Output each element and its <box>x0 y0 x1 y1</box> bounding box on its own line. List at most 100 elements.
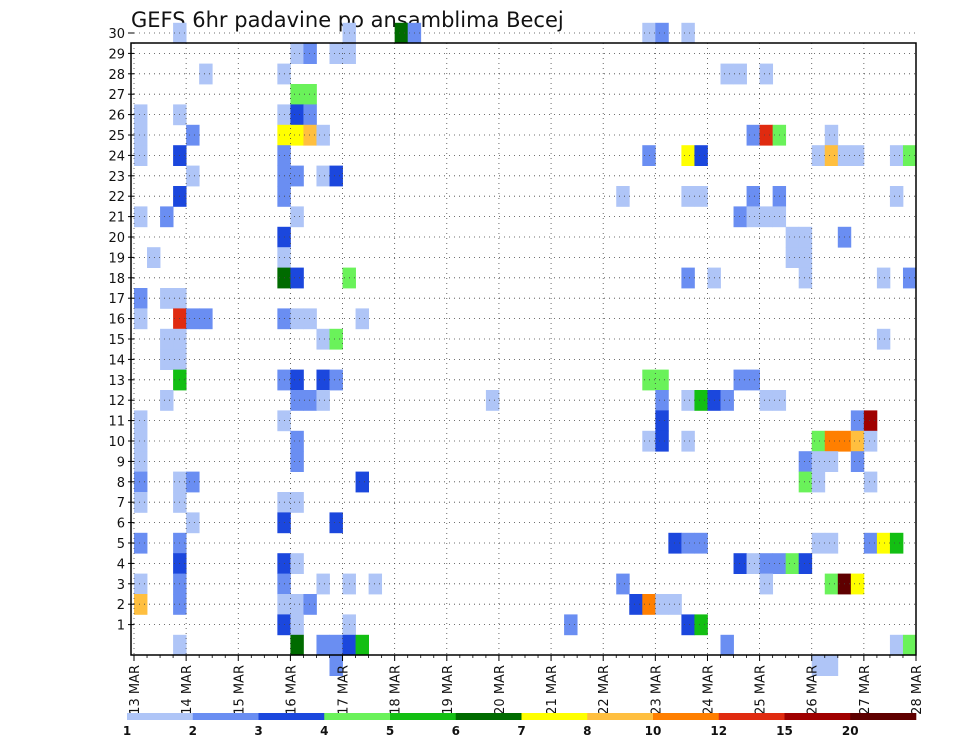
legend-label: 8 <box>583 724 591 738</box>
heatmap-cell <box>290 553 304 574</box>
heatmap-cell <box>759 124 774 146</box>
heatmap-cell <box>303 43 317 64</box>
heatmap-cell <box>798 247 813 268</box>
legend-swatch <box>653 713 720 720</box>
x-tick-label: 26 MAR <box>806 665 821 715</box>
heatmap-cell <box>134 451 148 472</box>
legend-swatch <box>258 713 325 720</box>
legend-label: 6 <box>452 724 460 738</box>
heatmap-cell <box>290 430 304 452</box>
heatmap-cell <box>303 390 317 411</box>
heatmap-cell <box>199 308 213 330</box>
heatmap-cell <box>160 206 174 228</box>
heatmap-cell <box>798 226 813 248</box>
heatmap-cell <box>368 573 383 595</box>
y-tick-label: 2 <box>117 598 125 613</box>
heatmap-cell <box>668 532 682 554</box>
heatmap-cell <box>290 308 304 330</box>
heatmap-cell <box>694 186 708 207</box>
x-tick-label: 23 MAR <box>649 665 664 715</box>
x-tick-label: 24 MAR <box>701 665 716 715</box>
x-tick-label: 28 MAR <box>910 665 925 715</box>
heatmap-cell <box>824 532 839 554</box>
legend-label: 3 <box>254 724 262 738</box>
heatmap-cell <box>186 308 200 330</box>
y-tick-label: 11 <box>108 415 125 430</box>
heatmap-cell <box>733 63 747 85</box>
heatmap-cell <box>290 614 304 636</box>
heatmap-cell <box>134 308 148 330</box>
heatmap-cell <box>798 553 813 574</box>
heatmap-cell <box>329 512 343 534</box>
heatmap-cell <box>746 553 760 574</box>
heatmap-cell <box>355 471 369 493</box>
heatmap-cell <box>316 124 330 146</box>
heatmap-cell <box>616 186 630 207</box>
heatmap-cell <box>681 267 695 289</box>
heatmap-cell <box>746 124 760 146</box>
heatmap-cell <box>134 104 148 126</box>
heatmap-cell <box>329 655 343 676</box>
heatmap-cell <box>316 328 330 350</box>
heatmap-cell <box>629 594 643 615</box>
legend-swatch <box>192 713 259 720</box>
heatmap-cell <box>134 410 148 432</box>
x-tick-label: 22 MAR <box>597 665 612 715</box>
heatmap-cell <box>850 573 865 595</box>
y-tick-label: 25 <box>108 129 125 144</box>
heatmap-cell <box>186 165 200 187</box>
heatmap-cell <box>811 145 826 166</box>
legend-label: 20 <box>842 724 859 738</box>
heatmap-cell <box>824 655 839 676</box>
heatmap-cell <box>811 655 826 676</box>
heatmap-cell <box>134 594 148 615</box>
heatmap-cell <box>850 430 865 452</box>
x-tick-label: 16 MAR <box>284 665 299 715</box>
y-tick-label: 26 <box>108 109 125 124</box>
x-tick-label: 17 MAR <box>337 665 352 715</box>
heatmap-cell <box>655 390 669 411</box>
heatmap-cell <box>316 165 330 187</box>
y-tick-label: 29 <box>108 47 125 62</box>
heatmap-cell <box>863 430 878 452</box>
heatmap-cell <box>798 267 813 289</box>
y-tick-label: 18 <box>108 272 125 287</box>
heatmap-cell <box>720 63 734 85</box>
heatmap-cell <box>668 594 682 615</box>
heatmap-cell <box>863 532 878 554</box>
legend-swatch <box>127 713 194 720</box>
heatmap-cell <box>160 390 174 411</box>
heatmap-cell <box>824 451 839 472</box>
heatmap-cell <box>134 492 148 513</box>
y-tick-label: 8 <box>117 476 125 491</box>
heatmap-cell <box>655 369 669 391</box>
heatmap-cell <box>655 410 669 432</box>
y-tick-label: 17 <box>108 292 125 307</box>
y-tick-label: 21 <box>108 211 125 226</box>
heatmap-cell <box>902 634 917 656</box>
legend-swatch <box>587 713 654 720</box>
heatmap-cell <box>329 328 343 350</box>
heatmap-cell <box>303 594 317 615</box>
legend-label: 5 <box>386 724 394 738</box>
y-tick-label: 23 <box>108 170 125 185</box>
heatmap-cell <box>564 614 578 636</box>
heatmap-cell <box>186 471 200 493</box>
heatmap-cell <box>134 532 148 554</box>
y-tick-label: 12 <box>108 394 125 409</box>
heatmap-cell <box>160 349 174 370</box>
legend-swatch <box>324 713 391 720</box>
heatmap-cell <box>681 22 695 44</box>
heatmap-cell <box>681 430 695 452</box>
heatmap-cell <box>811 471 826 493</box>
heatmap-cell <box>824 124 839 146</box>
heatmap-cell <box>694 145 708 166</box>
heatmap-cell <box>303 104 317 126</box>
heatmap-cell <box>316 369 330 391</box>
heatmap-cell <box>290 206 304 228</box>
heatmap-cell <box>681 532 695 554</box>
heatmap-cell <box>290 43 304 64</box>
x-tick-label: 25 MAR <box>754 665 769 715</box>
legend-label: 15 <box>776 724 793 738</box>
x-tick-label: 19 MAR <box>441 665 456 715</box>
